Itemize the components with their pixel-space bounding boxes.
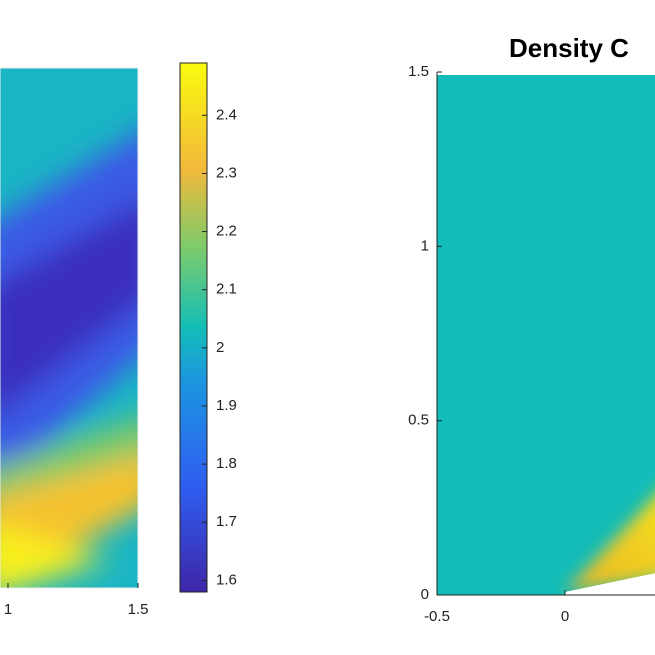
x-tick-label: 0 [561, 608, 569, 625]
left-axes-box [0, 67, 139, 589]
colorbar-tick-label: 2.1 [216, 281, 237, 298]
right-field [437, 75, 655, 595]
chart-title: Density C [509, 33, 629, 63]
x-tick-label: -0.5 [424, 608, 450, 625]
x-tick-label: 1.5 [128, 601, 149, 618]
colorbar-tick-label: 2 [216, 339, 224, 356]
colorbar-tick-label: 1.9 [216, 397, 237, 414]
colorbar-tick-label: 1.8 [216, 455, 237, 472]
y-tick-label: 0 [421, 586, 429, 603]
colorbar-tick-label: 2.3 [216, 164, 237, 181]
colorbar [179, 62, 208, 593]
y-tick-label: 1 [421, 237, 429, 254]
y-tick-label: 1.5 [408, 63, 429, 80]
colorbar-tick-label: 2.2 [216, 223, 237, 240]
colorbar-tick-label: 1.6 [216, 571, 237, 588]
colorbar-tick-label: 2.4 [216, 106, 237, 123]
y-tick-label: 0.5 [408, 412, 429, 429]
colorbar-tick-label: 1.7 [216, 513, 237, 530]
x-tick-label: 1 [4, 601, 12, 618]
left-field [0, 68, 138, 588]
